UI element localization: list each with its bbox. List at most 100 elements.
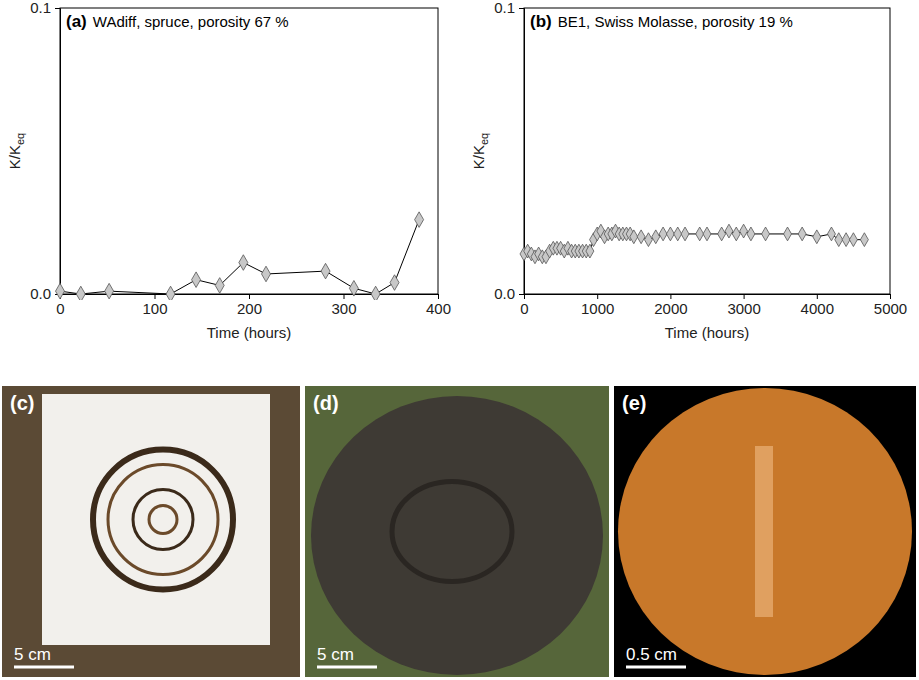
- photo-background: [614, 386, 916, 677]
- microscope-field: [618, 388, 912, 675]
- data-point: [747, 227, 755, 241]
- x-tick-label: 5000: [874, 300, 907, 317]
- x-tick: 5000: [874, 294, 907, 317]
- data-point: [798, 227, 806, 241]
- data-point: [215, 278, 224, 294]
- x-tick-mark: [744, 294, 745, 299]
- data-point: [586, 244, 594, 258]
- data-point: [762, 227, 770, 241]
- photo-background: [305, 386, 609, 677]
- x-tick-mark: [890, 294, 891, 299]
- x-tick: 200: [237, 294, 262, 317]
- x-tick-mark: [249, 294, 250, 299]
- data-point: [732, 227, 740, 241]
- data-point: [703, 227, 711, 241]
- y-axis-title: K/Keq: [6, 133, 26, 169]
- photo-panel: (d)5 cm: [305, 386, 609, 677]
- y-tick-label: 0.1: [494, 0, 515, 16]
- panel-letter: (e): [622, 392, 646, 414]
- x-tick: 3000: [727, 294, 760, 317]
- x-tick-label: 1000: [581, 300, 614, 317]
- x-tick-label: 2000: [654, 300, 687, 317]
- x-axis-title: Time (hours): [665, 324, 749, 341]
- data-point: [349, 280, 358, 296]
- data-point: [105, 283, 114, 299]
- x-tick-label: 200: [237, 300, 262, 317]
- x-tick-mark: [670, 294, 671, 299]
- stain-ring: [392, 482, 512, 582]
- panel-letter: (a): [66, 12, 87, 31]
- data-point: [390, 275, 399, 291]
- x-tick: 300: [331, 294, 356, 317]
- x-tick: 2000: [654, 294, 687, 317]
- y-tick-mark: [519, 294, 524, 295]
- y-tick: 0.1: [30, 0, 60, 16]
- photo-panel: (e) 0.5 cm: [614, 386, 916, 677]
- x-tick: 1000: [581, 294, 614, 317]
- x-tick-mark: [817, 294, 818, 299]
- x-tick-label: 4000: [801, 300, 834, 317]
- y-axis: 0.0 0.1: [494, 0, 524, 302]
- cell-plate: [42, 394, 270, 645]
- x-tick-mark: [438, 294, 439, 299]
- scale-bar: [626, 666, 686, 669]
- y-tick-label: 0.1: [30, 0, 51, 16]
- scale-bar-label: 0.5 cm: [626, 645, 677, 664]
- x-tick: 100: [142, 294, 167, 317]
- data-point: [192, 272, 201, 288]
- data-point: [835, 233, 843, 247]
- data-point: [696, 227, 704, 241]
- data-point: [415, 212, 424, 228]
- plot-frame: [60, 8, 438, 294]
- panel-title-text: BE1, Swiss Molasse, porosity 19 %: [558, 13, 793, 30]
- x-tick: 400: [426, 294, 451, 317]
- data-layer: [520, 224, 868, 264]
- photo-panel: (c) 5 cm: [2, 386, 300, 677]
- panel-title-text: WAdiff, spruce, porosity 67 %: [93, 13, 289, 30]
- y-tick-label: 0.0: [30, 285, 51, 302]
- figure: 0 100 200 300 400 0.0 0.1 K/Keq Time (hours) (a) W…: [0, 0, 919, 680]
- y-tick: 0.0: [30, 285, 60, 302]
- data-point: [56, 283, 65, 299]
- data-point: [813, 230, 821, 244]
- x-tick-mark: [155, 294, 156, 299]
- panel-title: (b) BE1, Swiss Molasse, porosity 19 %: [530, 12, 793, 31]
- data-point: [860, 233, 868, 247]
- data-point: [849, 233, 857, 247]
- data-point: [784, 227, 792, 241]
- y-axis-title: K/Keq: [470, 133, 490, 169]
- y-tick-mark: [55, 8, 60, 9]
- y-tick-mark: [519, 8, 524, 9]
- data-point: [637, 230, 645, 244]
- stain-ring: [93, 450, 233, 590]
- panel-letter: (b): [530, 12, 552, 31]
- stain-ring: [108, 465, 218, 575]
- y-tick: 0.0: [494, 285, 524, 302]
- data-point: [321, 263, 330, 279]
- y-axis-line: [55, 9, 61, 295]
- panel-letter: (c): [10, 392, 34, 414]
- x-tick-mark: [597, 294, 598, 299]
- data-point: [644, 233, 652, 247]
- data-point: [262, 266, 271, 282]
- plot-frame: [524, 8, 890, 294]
- stain-ring: [133, 490, 193, 550]
- data-point: [76, 286, 85, 300]
- y-axis-title-main: K/K: [6, 145, 23, 169]
- data-point: [740, 224, 748, 238]
- x-tick: 4000: [801, 294, 834, 317]
- x-tick-label: 300: [331, 300, 356, 317]
- panel-title: (a) WAdiff, spruce, porosity 67 %: [66, 12, 289, 31]
- x-tick-label: 3000: [727, 300, 760, 317]
- data-point: [842, 233, 850, 247]
- scale-bar-label: 5 cm: [14, 645, 51, 664]
- stain-ring: [149, 506, 177, 534]
- x-tick: 0: [520, 294, 528, 317]
- data-point: [674, 227, 682, 241]
- y-axis: 0.0 0.1: [30, 0, 60, 302]
- y-tick-label: 0.0: [494, 285, 515, 302]
- x-axis-line: [525, 295, 891, 300]
- data-line: [60, 220, 419, 294]
- x-axis: 0100200300400: [56, 294, 451, 317]
- scale-bar: [14, 666, 74, 669]
